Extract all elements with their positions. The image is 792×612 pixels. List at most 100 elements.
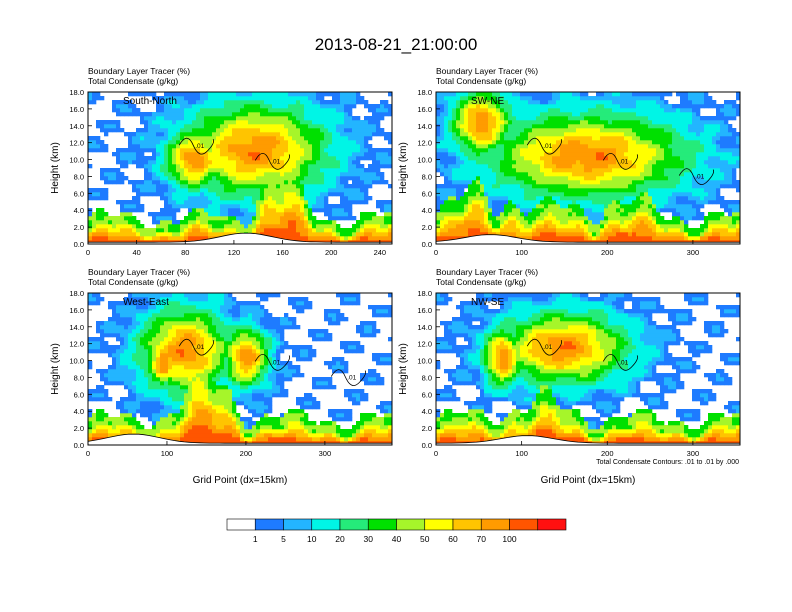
y-tick-label: 14.0 (417, 122, 432, 131)
panel-subtitle-line: Boundary Layer Tracer (%) (88, 267, 190, 277)
colorbar-label: 5 (281, 534, 286, 544)
y-tick-label: 0.0 (74, 441, 84, 450)
footnote: Total Condensate Contours: .01 to .01 by… (596, 459, 739, 466)
x-tick-label: 200 (601, 248, 614, 257)
y-tick-label: 10.0 (417, 156, 432, 165)
colorbar-label: 1 (253, 534, 258, 544)
y-tick-label: 4.0 (422, 206, 432, 215)
colorbar-label: 10 (307, 534, 317, 544)
y-tick-label: 8.0 (422, 373, 432, 382)
colorbar-label: 100 (502, 534, 516, 544)
colorbar-swatch (480, 518, 510, 531)
x-tick-label: 0 (86, 248, 90, 257)
contour-line (526, 338, 562, 356)
y-tick-label: 16.0 (69, 105, 84, 114)
x-tick-label: 100 (515, 449, 528, 458)
contour-label: .01 (347, 375, 356, 382)
contour-label: .01 (543, 143, 552, 150)
y-tick-label: 14.0 (69, 323, 84, 332)
contour-line (254, 153, 290, 170)
panel-subtitle-line: Boundary Layer Tracer (%) (436, 66, 538, 76)
shaded-field (436, 92, 741, 245)
y-tick-label: 4.0 (422, 407, 432, 416)
x-tick-label: 300 (687, 248, 700, 257)
contour-line (526, 137, 562, 155)
contour-label: .01 (271, 359, 280, 366)
x-axis-label: Grid Point (dx=15km) (193, 475, 288, 486)
panel-nw-se: Boundary Layer Tracer (%)Total Condensat… (398, 267, 741, 486)
y-tick-label: 14.0 (417, 323, 432, 332)
y-tick-label: 0.0 (422, 240, 432, 249)
y-tick-label: 14.0 (69, 122, 84, 131)
y-tick-label: 4.0 (74, 206, 84, 215)
panel-title: South-North (123, 96, 177, 107)
y-tick-label: 12.0 (417, 340, 432, 349)
y-tick-label: 18.0 (417, 289, 432, 298)
y-axis-label: Height (km) (398, 343, 409, 395)
x-tick-label: 300 (687, 449, 700, 458)
contour-label: .01 (619, 158, 628, 165)
colorbar-swatch (367, 518, 397, 531)
y-tick-label: 0.0 (74, 240, 84, 249)
contour-line (178, 137, 214, 155)
y-tick-label: 6.0 (422, 189, 432, 198)
contour-label: .01 (271, 158, 280, 165)
contour-line (254, 354, 290, 371)
y-axis-label: Height (km) (398, 142, 409, 194)
colorbar-swatch (339, 518, 369, 531)
colorbar-label: 30 (364, 534, 374, 544)
y-tick-label: 6.0 (422, 390, 432, 399)
x-axis-label: Grid Point (dx=15km) (541, 475, 636, 486)
x-tick-label: 0 (434, 248, 438, 257)
panel-subtitle-line: Total Condensate (g/kg) (88, 277, 178, 287)
y-tick-label: 12.0 (69, 340, 84, 349)
x-tick-label: 120 (228, 248, 241, 257)
panel-sw-ne: Boundary Layer Tracer (%)Total Condensat… (398, 66, 741, 257)
colorbar-swatch (537, 518, 567, 531)
y-tick-label: 8.0 (74, 172, 84, 181)
y-tick-label: 10.0 (417, 357, 432, 366)
y-tick-label: 18.0 (69, 88, 84, 97)
contour-label: .01 (695, 174, 704, 181)
plot-frame (87, 292, 393, 446)
contour-label: .01 (195, 143, 204, 150)
panel-subtitle-line: Total Condensate (g/kg) (436, 76, 526, 86)
colorbar-label: 50 (420, 534, 430, 544)
contour-line (678, 168, 714, 185)
y-tick-label: 8.0 (422, 172, 432, 181)
x-tick-label: 200 (325, 248, 338, 257)
contour-label: .01 (543, 344, 552, 351)
y-tick-label: 4.0 (74, 407, 84, 416)
x-tick-label: 300 (319, 449, 332, 458)
terrain (435, 234, 741, 245)
y-tick-label: 16.0 (417, 105, 432, 114)
colorbar: 1 5 10 20 30 40 50 60 70 100 (226, 518, 567, 544)
terrain (435, 435, 741, 446)
colorbar-swatch (283, 518, 313, 531)
colorbar-swatch (311, 518, 341, 531)
colorbar-swatch (254, 518, 284, 531)
y-tick-label: 6.0 (74, 189, 84, 198)
colorbar-label: 60 (448, 534, 458, 544)
y-tick-label: 6.0 (74, 390, 84, 399)
panel-title: NW-SE (471, 297, 504, 308)
contour-label: .01 (195, 344, 204, 351)
colorbar-label: 40 (392, 534, 402, 544)
colorbar-swatch (396, 518, 426, 531)
x-tick-label: 0 (86, 449, 90, 458)
panels: Boundary Layer Tracer (%)Total Condensat… (50, 66, 741, 486)
y-tick-label: 2.0 (74, 223, 84, 232)
terrain (87, 433, 393, 446)
x-tick-label: 100 (161, 449, 174, 458)
y-tick-label: 12.0 (69, 139, 84, 148)
colorbar-swatch (452, 518, 482, 531)
shaded-field (88, 92, 393, 245)
x-tick-label: 160 (276, 248, 289, 257)
y-tick-label: 10.0 (69, 156, 84, 165)
contour-line (178, 338, 214, 356)
y-tick-label: 16.0 (69, 306, 84, 315)
panel-title: West-East (123, 297, 169, 308)
colorbar-label: 70 (477, 534, 487, 544)
shaded-field (436, 293, 741, 446)
